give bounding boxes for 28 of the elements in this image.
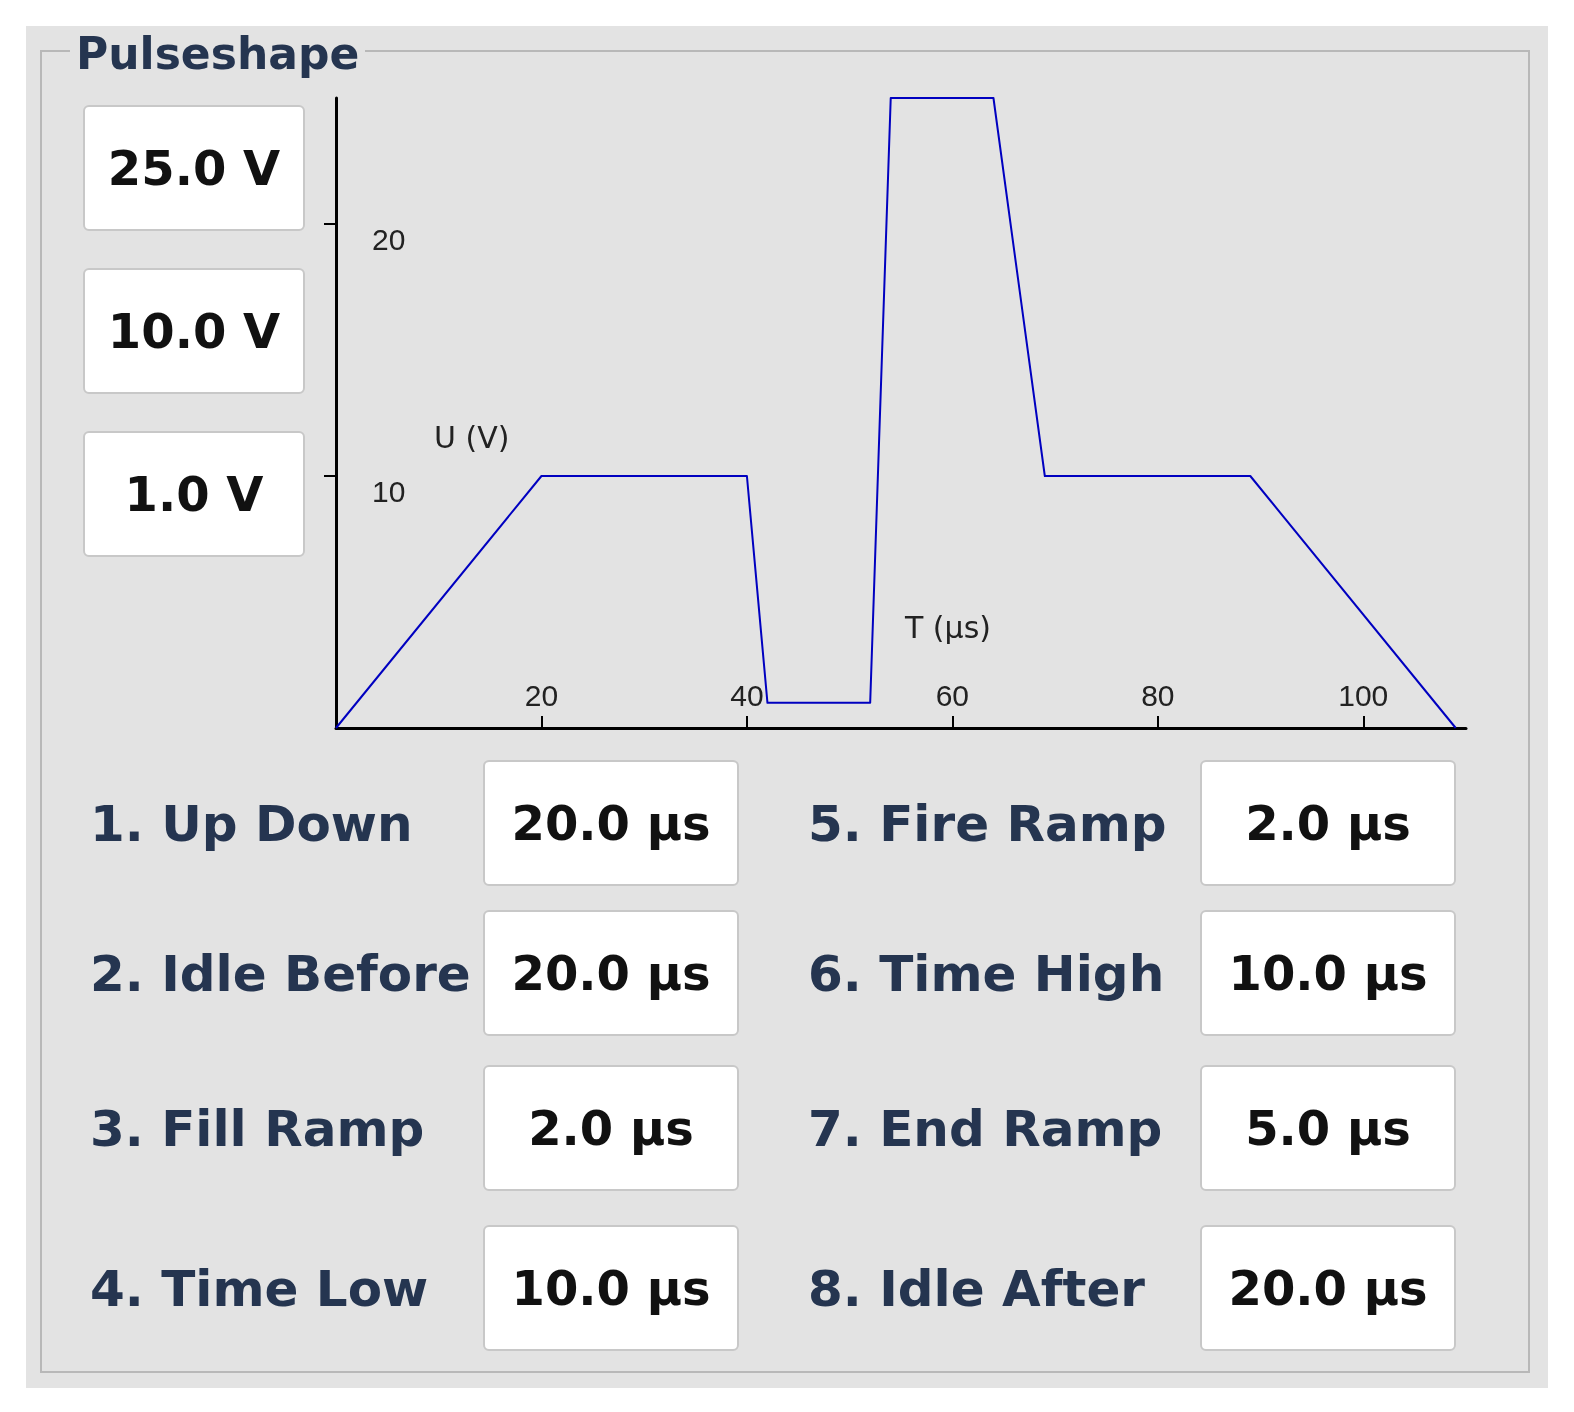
text: 6. Time High <box>808 945 1165 1003</box>
chart-title: Pulseshape <box>70 28 366 79</box>
text: 10.0 µs <box>483 1225 739 1351</box>
x-tick-label: 100 <box>1338 678 1389 712</box>
text: 1.0 V <box>83 431 305 557</box>
text: 2. Idle Before <box>90 945 471 1003</box>
text: 10.0 µs <box>1200 910 1456 1036</box>
x-tick-label: 40 <box>730 678 764 712</box>
x-axis-title: T (µs) <box>905 610 991 645</box>
text: 20.0 µs <box>483 760 739 886</box>
x-tick-label: 80 <box>1141 678 1175 712</box>
text: 25.0 V <box>83 105 305 231</box>
text: 2.0 µs <box>1200 760 1456 886</box>
text: 5.0 µs <box>1200 1065 1456 1191</box>
x-tick-label: 20 <box>524 678 559 712</box>
x-tick-label: 60 <box>935 678 970 712</box>
text: 2.0 µs <box>483 1065 739 1191</box>
text: 10.0 V <box>83 268 305 394</box>
text: 4. Time Low <box>90 1260 429 1318</box>
text: 20.0 µs <box>1200 1225 1456 1351</box>
y-axis-title: U (V) <box>434 420 510 455</box>
text: 3. Fill Ramp <box>90 1100 425 1158</box>
text: 1. Up Down <box>90 795 413 853</box>
text: 8. Idle After <box>808 1260 1145 1318</box>
y-tick-label: 10 <box>372 474 406 508</box>
text: 5. Fire Ramp <box>808 795 1167 853</box>
text: 20.0 µs <box>483 910 739 1036</box>
text: 7. End Ramp <box>808 1100 1163 1158</box>
